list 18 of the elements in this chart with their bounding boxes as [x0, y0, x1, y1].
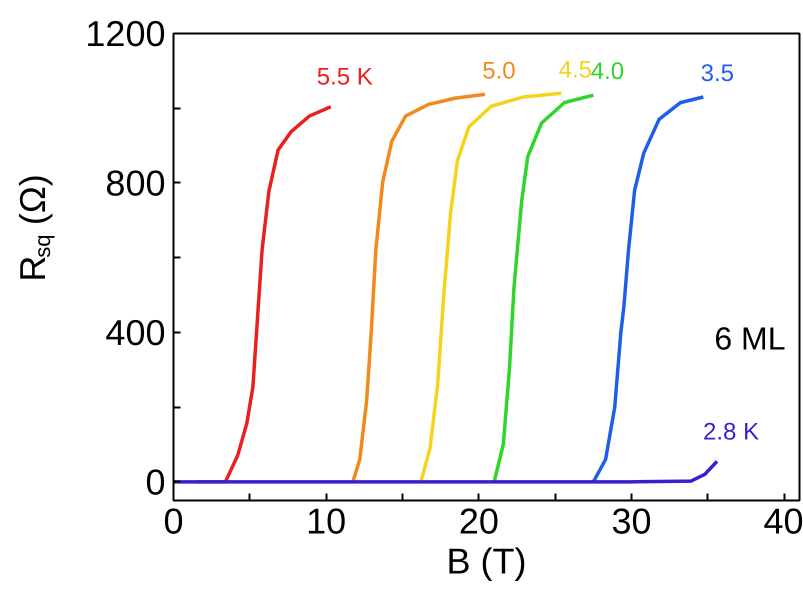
series-label: 5.5 K — [316, 64, 373, 91]
x-tick-label: 40 — [763, 500, 803, 542]
x-axis-title: B (T) — [446, 540, 526, 582]
y-tick-label: 1200 — [85, 13, 166, 54]
annotation: 6 ML — [714, 320, 786, 357]
series-label: 4.5 — [558, 56, 592, 84]
x-tick-label: 10 — [306, 500, 346, 542]
x-tick-label: 30 — [612, 500, 652, 542]
x-tick-label: 20 — [458, 500, 499, 542]
line-series — [174, 460, 719, 484]
series-label: 5.0 — [482, 57, 516, 84]
series-label: 2.8 K — [703, 418, 760, 446]
y-axis-title: Rsq (Ω) — [12, 174, 55, 282]
y-tick-label: 0 — [145, 461, 166, 502]
series-label: 4.0 — [590, 58, 624, 86]
y-tick-label: 400 — [105, 312, 166, 353]
y-tick-label: 800 — [105, 162, 166, 204]
series-label: 3.5 — [700, 60, 734, 88]
